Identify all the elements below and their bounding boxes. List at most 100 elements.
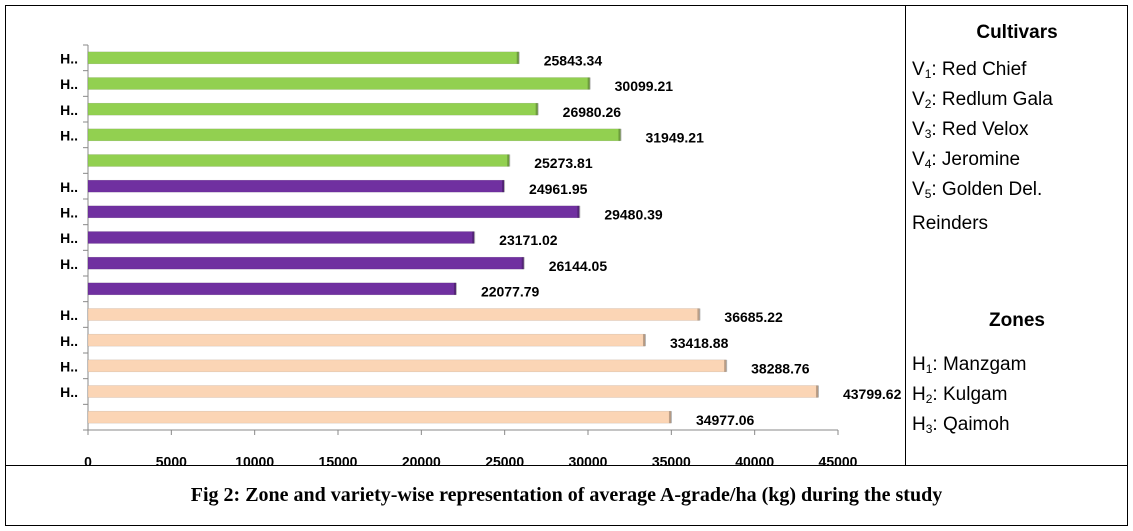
y-tick-label: H.. (60, 76, 78, 92)
y-tick-label: H.. (60, 307, 78, 323)
legend-title: Zones (989, 310, 1045, 331)
bar (87, 77, 590, 90)
bar-edge (516, 51, 520, 64)
legend-text: : Red Chief (931, 59, 1027, 80)
legend-text: H (912, 354, 926, 375)
x-tick-label: 35000 (652, 454, 691, 465)
bar-edge (507, 154, 511, 167)
bar-edge (668, 411, 672, 424)
legend-text: : Manzgam (932, 354, 1027, 375)
legend-text: H (912, 414, 926, 435)
x-tick-label: 45000 (819, 454, 858, 465)
legend-text: : Red Velox (931, 119, 1029, 140)
x-tick-label: 10000 (235, 454, 274, 465)
data-label: 26980.26 (563, 104, 622, 120)
data-label: 31949.21 (645, 130, 704, 146)
x-tick-label: 0 (84, 454, 92, 465)
y-tick-label: H.. (60, 51, 78, 67)
data-label: 26144.05 (549, 258, 608, 274)
legend-entry: V5: Golden Del. Reinders (912, 175, 1122, 239)
bar (87, 359, 727, 373)
legend-text: 3 (924, 127, 932, 141)
legend-text: 3 (925, 422, 933, 436)
data-label: 24961.95 (529, 181, 588, 197)
bar (87, 179, 505, 193)
caption: Fig 2: Zone and variety-wise representat… (190, 484, 943, 506)
bar (87, 231, 475, 244)
legend-text: V (912, 179, 925, 200)
bar-edge (815, 385, 819, 398)
data-label: 36685.22 (724, 309, 783, 325)
y-tick-label: H.. (60, 205, 78, 221)
legend-text: 1 (925, 362, 933, 376)
legend-title: Cultivars (976, 22, 1058, 43)
x-tick-label: 15000 (319, 454, 358, 465)
caption-frame (5, 465, 1128, 526)
data-label: 38288.76 (751, 361, 810, 377)
data-label: 34977.06 (696, 412, 755, 428)
y-tick-label: H.. (60, 359, 78, 375)
data-label: 43799.62 (843, 386, 902, 402)
bar (87, 102, 538, 116)
bar-edge (618, 128, 622, 141)
legend-text: V (912, 59, 925, 80)
bar-edge (535, 103, 539, 116)
data-label: 22077.79 (481, 284, 540, 300)
y-tick-label: H.. (60, 128, 78, 144)
bar (87, 205, 580, 219)
bar-edge (453, 282, 457, 295)
bar-edge (577, 205, 581, 218)
x-tick-label: 40000 (735, 454, 774, 465)
legend-entry: H2: Kulgam (912, 380, 1122, 414)
legend-text: 2 (925, 392, 933, 406)
legend-entry: V2: Redlum Gala (912, 85, 1122, 119)
legend-text: V (912, 149, 925, 170)
data-label: 23171.02 (499, 232, 558, 248)
x-tick-label: 30000 (569, 454, 608, 465)
data-label: 29480.39 (604, 207, 663, 223)
legend-text: : Qaimoh (932, 414, 1010, 435)
bar-edge (587, 77, 591, 90)
y-tick-label: H.. (60, 102, 78, 118)
x-tick-label: 20000 (402, 454, 441, 465)
legend-text: V (912, 89, 925, 110)
legend-entry: H3: Qaimoh (912, 410, 1122, 444)
y-tick-label: H.. (60, 333, 78, 349)
data-label: 30099.21 (615, 78, 674, 94)
bar-edge (697, 308, 701, 321)
y-tick-label: H.. (60, 179, 78, 195)
legend-entry: H1: Manzgam (912, 350, 1122, 384)
x-tick-label: 5000 (156, 454, 187, 465)
legend-text: 4 (924, 157, 932, 171)
y-tick-label: H.. (60, 230, 78, 246)
data-label: 33418.88 (670, 335, 729, 351)
bar (87, 154, 510, 167)
bar-edge (521, 257, 525, 270)
legend-text: 2 (924, 97, 932, 111)
bar (87, 51, 519, 65)
bar (87, 282, 457, 296)
bar-edge (642, 334, 646, 347)
legend-text: : Kulgam (932, 384, 1008, 405)
bar (87, 333, 646, 347)
legend-text: 1 (924, 67, 932, 81)
bar (87, 256, 524, 270)
bar (87, 128, 621, 142)
legend-entry: V3: Red Velox (912, 115, 1122, 149)
legend-text: : Redlum Gala (931, 89, 1053, 110)
bar (87, 385, 819, 398)
legend-text: : Golden Del. Reinders (912, 179, 1043, 234)
legend-entry: V1: Red Chief (912, 55, 1122, 89)
chart: 0 5000 10000 15000 20000 25000 30000 35000 40000… (60, 44, 902, 465)
legend-text: 5 (924, 187, 932, 201)
x-tick-label: 25000 (485, 454, 524, 465)
bar (87, 410, 672, 424)
data-label: 25843.34 (544, 53, 603, 69)
y-tick-label: H.. (60, 256, 78, 272)
legend-text: : Jeromine (931, 149, 1021, 170)
bar-edge (472, 231, 476, 244)
data-label: 25273.81 (534, 155, 593, 171)
y-tick-label: H.. (60, 384, 78, 400)
legend-text: H (912, 384, 926, 405)
